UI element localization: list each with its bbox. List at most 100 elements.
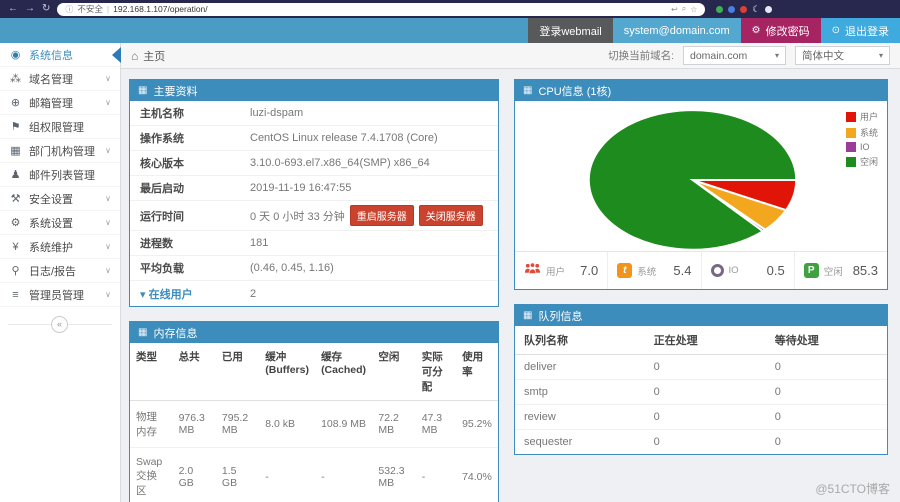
info-row-label-text: 最后启动 (140, 183, 184, 195)
queue-cell: 0 (644, 379, 766, 405)
chevron-down-icon: ∨ (105, 218, 111, 227)
info-row-value-text: 3.10.0-693.el7.x86_64(SMP) x86_64 (250, 157, 430, 169)
info-icon[interactable]: ⓘ (65, 4, 74, 14)
main-info-panel-title: 主要资料 (153, 85, 198, 98)
info-row-value: luzi-dspam (248, 103, 498, 123)
queue-cell: 0 (765, 404, 887, 430)
info-row-value-text: 2019-11-19 16:47:55 (250, 182, 352, 194)
dashboard-icon: ◉ (10, 49, 21, 61)
memory-cell: 532.3 MB (372, 447, 416, 502)
info-row-value-text: 181 (250, 237, 269, 249)
queue-cell: deliver (515, 354, 645, 380)
sidebar-item-chart[interactable]: ▦ 部门机构管理 ∨ (0, 139, 120, 163)
queue-panel: ▦ 队列信息 队列名称 正在处理 等待处理 deliver 0 0 smtp 0 0 revie… (514, 304, 888, 455)
legend-label: 空闲 (859, 157, 878, 167)
extension-red-icon[interactable] (740, 5, 748, 13)
memory-cell: - (259, 447, 316, 502)
back-icon[interactable]: ← (8, 3, 18, 14)
sidebar-item-globe[interactable]: ⊕ 邮箱管理 ∨ (0, 91, 120, 115)
address-separator: | (106, 4, 110, 14)
chevron-down-icon: ▾ (140, 288, 149, 301)
chevron-down-icon: ∨ (105, 242, 111, 251)
info-row-value-text: 0 天 0 小时 33 分钟 (250, 210, 345, 223)
info-row: ▾ 在线用户 2 (130, 281, 498, 306)
sidebar-item-wrench[interactable]: ¥ 系统维护 ∨ (0, 235, 120, 259)
logout-button[interactable]: ⊙ 退出登录 (820, 18, 900, 43)
extension-icons: ☾ (716, 3, 773, 15)
refresh-icon[interactable]: ↻ (42, 3, 51, 14)
info-row-value-text: (0.46, 0.45, 1.16) (250, 262, 334, 274)
sidebar-collapse-button[interactable]: « (51, 316, 68, 333)
cpu-stat-label: 空闲 (823, 266, 843, 278)
info-row-label: 核心版本 (130, 151, 248, 175)
sidebar-item-tags[interactable]: ⚑ 组权限管理 (0, 115, 120, 139)
breadcrumb[interactable]: 主页 (143, 50, 166, 63)
sidebar-item-user[interactable]: ♟ 邮件列表管理 (0, 163, 120, 187)
moon-icon[interactable]: ☾ (752, 3, 761, 14)
memory-col-header: 缓冲 (Buffers) (259, 343, 316, 401)
restart-server-button[interactable]: 重启服务器 (349, 205, 414, 226)
globe-icon: ⊕ (10, 97, 21, 109)
memory-col-header: 空闲 (372, 343, 416, 401)
gear-icon: ⚙ (751, 25, 761, 36)
info-row-label: 进程数 (130, 231, 248, 255)
sidebar-item-gavel[interactable]: ⚒ 安全设置 ∨ (0, 187, 120, 211)
info-row: 操作系统 CentOS Linux release 7.4.1708 (Core) (130, 126, 498, 151)
forward-icon[interactable]: → (25, 3, 35, 14)
profile-avatar[interactable] (765, 5, 773, 13)
sidebar-item-label: 安全设置 (29, 193, 73, 206)
extension-green-icon[interactable] (716, 5, 724, 13)
cpu-stat-value: 5.4 (673, 263, 692, 278)
info-row-label: 主机名称 (130, 101, 248, 125)
domain-select-value: domain.com (690, 49, 748, 62)
queue-cell: 0 (765, 379, 887, 405)
bookmark-star-icon[interactable]: ☆ (690, 4, 698, 14)
pie-slice-空闲 (587, 109, 798, 251)
language-select[interactable]: 简体中文 ▾ (795, 46, 890, 65)
address-bar[interactable]: ⓘ 不安全 | 192.168.1.107/operation/ ↩ ⌕ ☆ (57, 2, 706, 16)
change-password-button[interactable]: ⚙ 修改密码 (740, 18, 821, 43)
app-body: ◉ 系统信息 ⁂ 域名管理 ∨ ⊕ 邮箱管理 ∨ ⚑ 组权限管理 ▦ 部门机构管理 ∨ ♟ 邮件列表管理 ⚒ 安… (0, 43, 900, 502)
search-icon[interactable]: ⌕ (681, 4, 687, 13)
memory-cell: - (315, 447, 373, 502)
table-row: review 0 0 (515, 404, 887, 430)
queue-cell: 0 (774, 436, 781, 448)
sidebar-item-label: 域名管理 (29, 73, 73, 86)
shutdown-server-button[interactable]: 关闭服务器 (418, 205, 483, 226)
share-icon[interactable]: ↩ (671, 4, 678, 14)
sidebar-item-sitemap[interactable]: ⁂ 域名管理 ∨ (0, 67, 120, 91)
sidebar-item-bulb[interactable]: ⚲ 日志/报告 ∨ (0, 259, 120, 283)
home-icon: ⌂ (131, 48, 139, 63)
content: ⌂ 主页 切换当前域名: domain.com ▾ 简体中文 ▾ (121, 43, 900, 502)
legend-label: IO (859, 142, 870, 152)
memory-cell: 976.3 MB (172, 400, 216, 448)
cpu-pie-svg (587, 109, 798, 251)
domain-select[interactable]: domain.com ▾ (683, 46, 786, 65)
info-row-label-text: 在线用户 (148, 288, 193, 301)
sidebar-item-gear[interactable]: ⚙ 系统设置 ∨ (0, 211, 120, 235)
legend-item: IO (845, 142, 878, 152)
cpu-stat-label: IO (728, 265, 739, 276)
sidebar-item-dashboard[interactable]: ◉ 系统信息 (0, 43, 121, 67)
sidebar-item-list[interactable]: ≡ 管理员管理 ∨ (0, 283, 120, 307)
account-button[interactable]: system@domain.com (612, 18, 741, 43)
queue-cell: smtp (515, 379, 645, 405)
info-row: 平均负载 (0.46, 0.45, 1.16) (130, 256, 498, 281)
account-label: system@domain.com (623, 24, 730, 37)
chevron-down-icon: ▾ (774, 51, 779, 60)
info-row-label[interactable]: ▾ 在线用户 (130, 282, 248, 306)
info-row-value-text: CentOS Linux release 7.4.1708 (Core) (250, 132, 438, 144)
webmail-login-button[interactable]: 登录webmail (528, 18, 613, 43)
power-icon: ⊙ (831, 25, 840, 36)
info-row-value: (0.46, 0.45, 1.16) (248, 258, 498, 278)
webmail-login-label: 登录webmail (539, 25, 602, 38)
info-row-label-text: 进程数 (140, 238, 173, 250)
cpu-stat: t 系统 5.4 (607, 252, 700, 289)
memory-col-header: 已用 (215, 343, 260, 401)
info-row-label: 最后启动 (130, 176, 248, 200)
queue-table: 队列名称 正在处理 等待处理 deliver 0 0 smtp 0 0 review 0 0 sequ… (515, 326, 887, 454)
extension-blue-icon[interactable] (728, 5, 736, 13)
url-text: 192.168.1.107/operation/ (113, 4, 208, 14)
info-row-label: 运行时间 (130, 204, 248, 228)
